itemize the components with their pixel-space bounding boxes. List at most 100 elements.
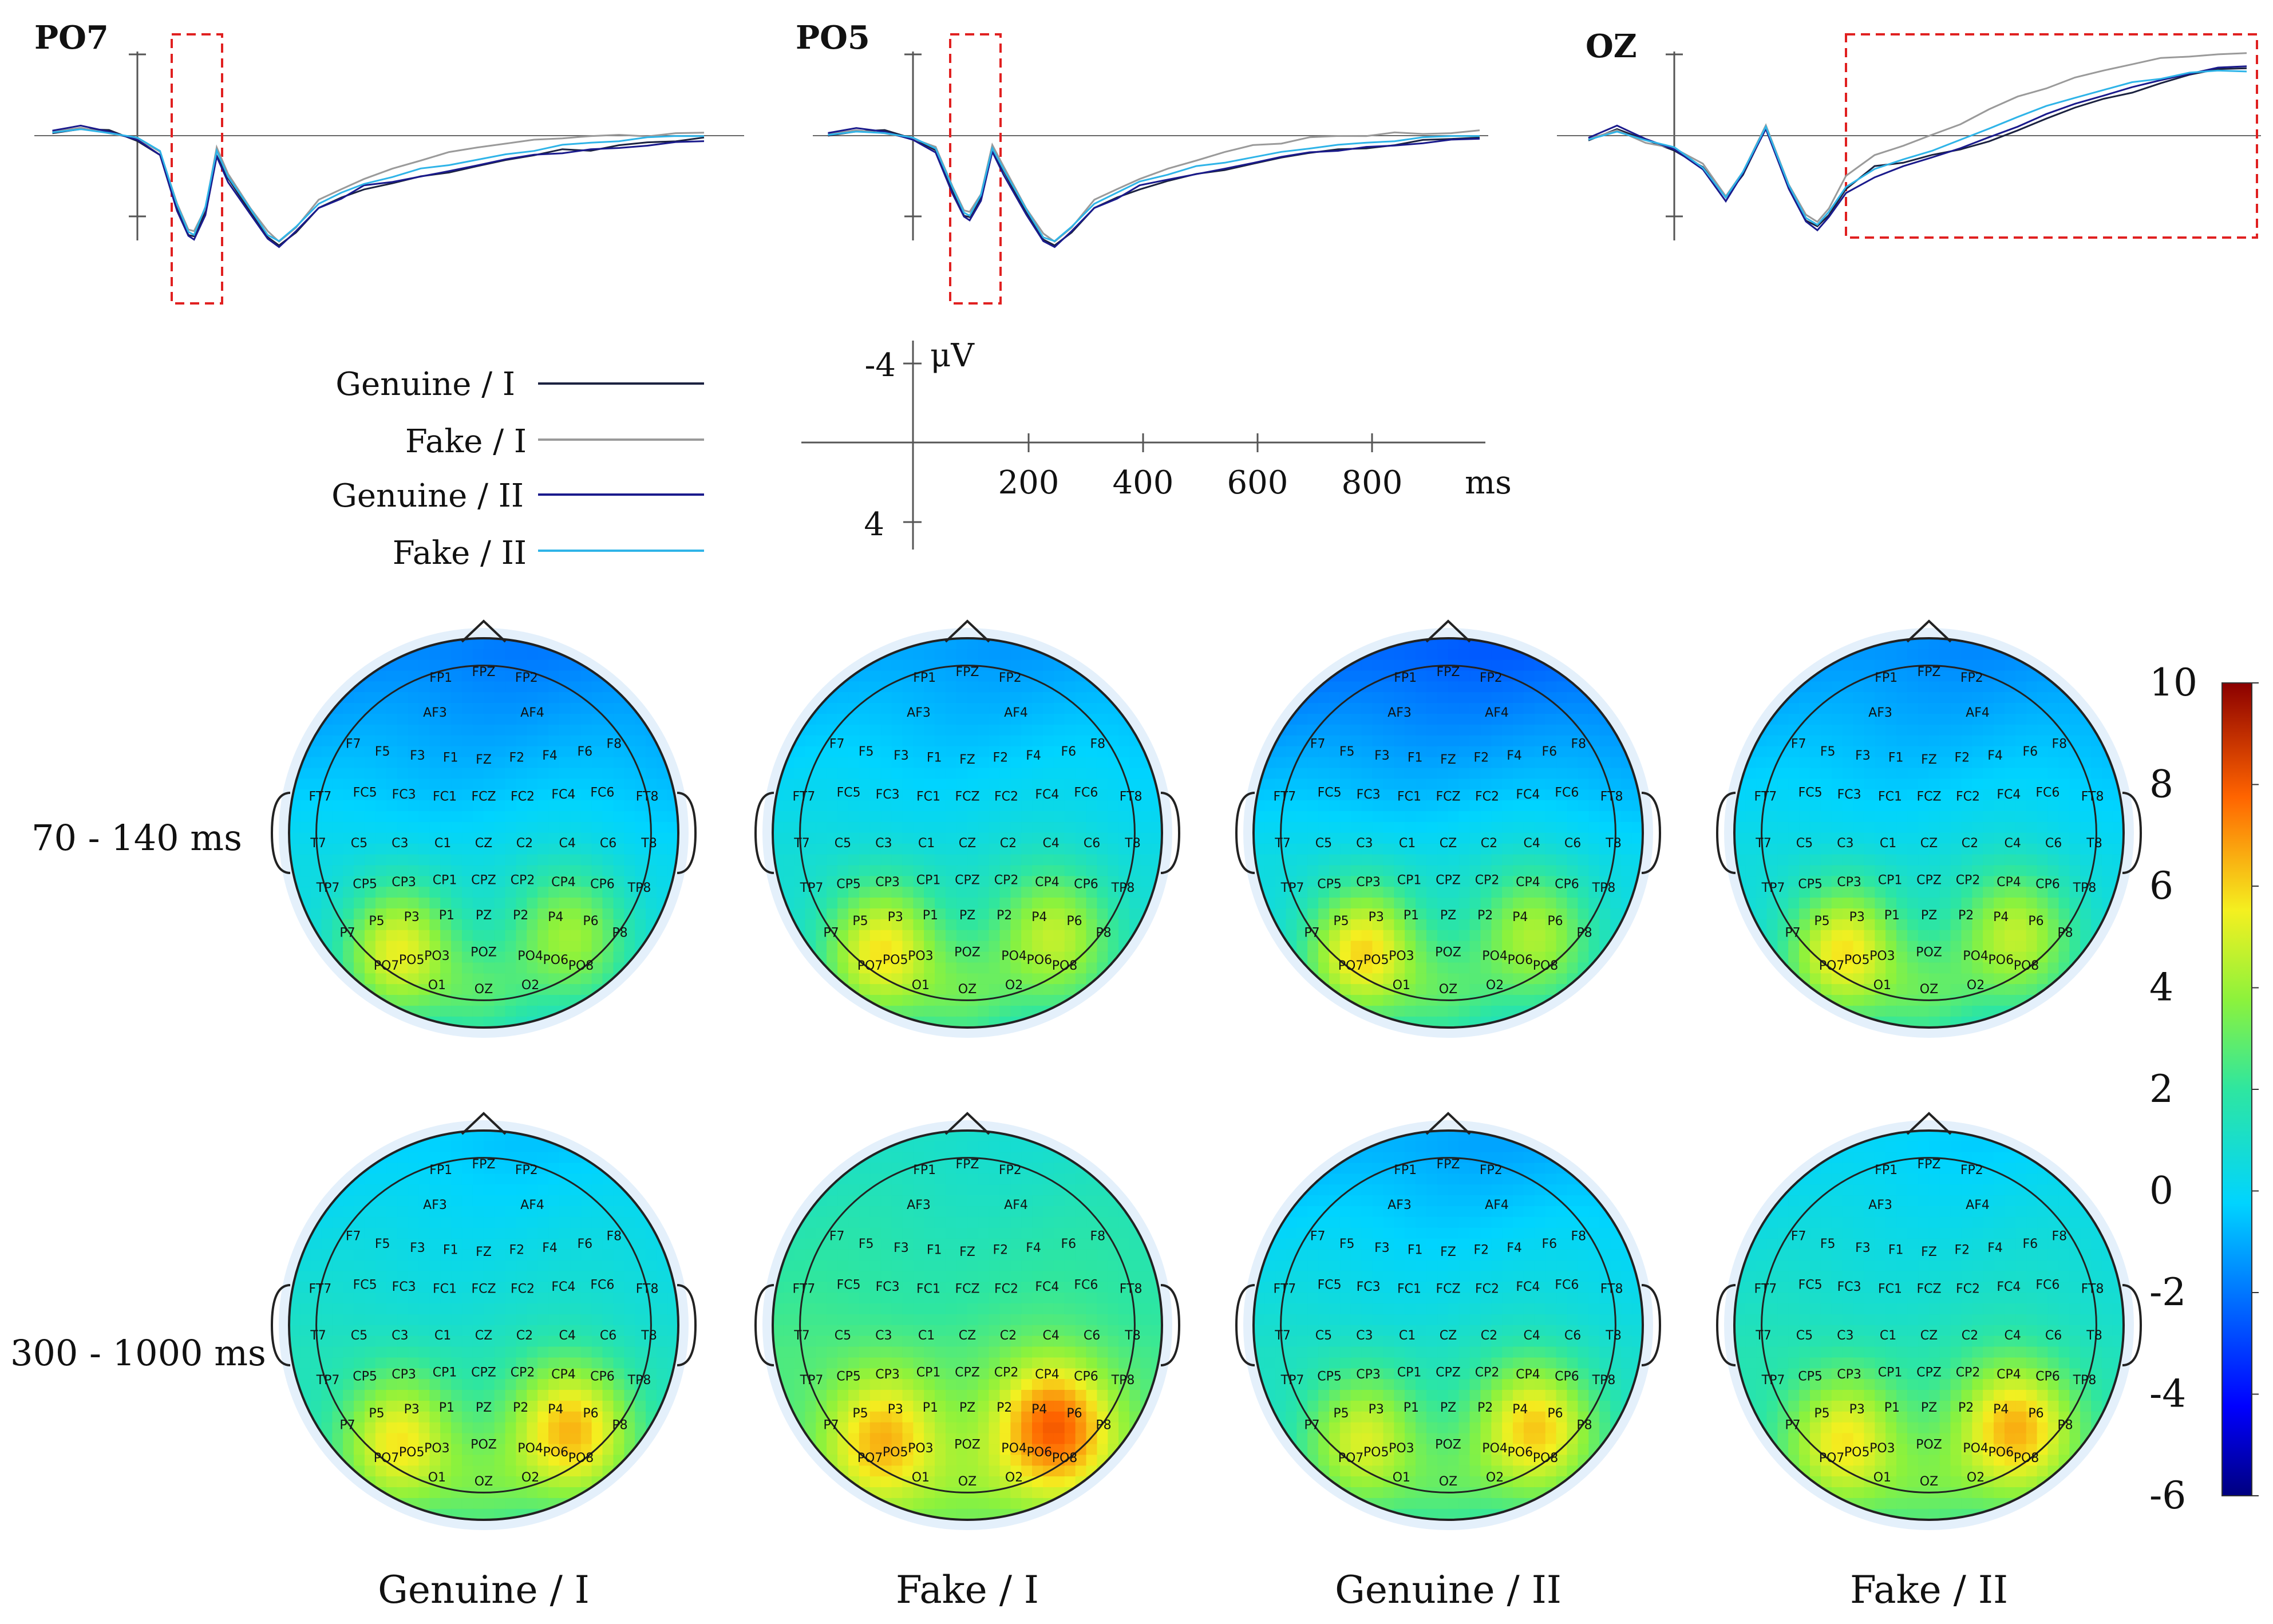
topomap-cell — [1307, 757, 1319, 769]
topomap-cell — [1983, 1005, 1995, 1018]
electrode-label: P4 — [1993, 910, 2009, 924]
electrode-label: FP1 — [913, 671, 936, 685]
topomap-cell — [1350, 703, 1362, 715]
topomap-cell — [397, 692, 409, 704]
topomap-cell — [1610, 811, 1622, 823]
topomap-cell — [2058, 768, 2070, 780]
topomap-cell — [418, 1141, 430, 1153]
topomap-cell — [1372, 843, 1384, 855]
topomap-cell — [1480, 811, 1492, 823]
topomap-cell — [1032, 768, 1044, 780]
row-label: 300 - 1000 ms — [10, 1332, 266, 1374]
topomap-cell — [902, 887, 914, 899]
topomap-cell — [1907, 930, 1919, 942]
topomap-cell — [902, 854, 914, 866]
topomap-cell — [967, 887, 979, 899]
topomap-cell — [548, 843, 560, 855]
electrode-label: C3 — [875, 836, 892, 851]
topomap-cell — [1480, 1005, 1492, 1018]
topomap-cell — [924, 821, 936, 834]
topomap-cell — [1534, 908, 1547, 920]
topomap-cell — [1097, 865, 1109, 877]
topomap-cell — [516, 1005, 528, 1018]
topomap-cell — [1788, 854, 1800, 866]
topomap-cell — [924, 1005, 936, 1018]
topomap-cell — [429, 854, 441, 866]
topomap-cell — [1329, 768, 1341, 780]
topomap-cell — [472, 703, 485, 715]
topomap-cell — [321, 724, 333, 737]
topomap-cell — [1021, 908, 1033, 920]
topomap-cell — [1928, 713, 1940, 726]
topomap-cell — [1469, 898, 1481, 910]
topomap-cell — [1578, 941, 1590, 953]
topomap-cell — [1513, 898, 1525, 910]
topomap-cell — [580, 713, 592, 726]
topomap-cell — [1264, 821, 1276, 834]
topomap-cell — [902, 681, 914, 693]
topomap-cell — [646, 898, 658, 910]
topomap-cell — [2101, 832, 2114, 844]
topomap-cell — [1534, 898, 1547, 910]
topomap-cell — [794, 746, 806, 758]
topomap-cell — [343, 908, 355, 920]
topomap-cell — [805, 821, 817, 834]
topomap-cell — [935, 887, 947, 899]
topomap-cell — [1864, 908, 1876, 920]
topomap-cell — [1480, 887, 1492, 899]
topomap-cell — [1448, 887, 1460, 899]
topomap-cell — [505, 1195, 517, 1207]
topomap-cell — [827, 713, 839, 726]
topomap-cell — [591, 821, 603, 834]
topomap-cell — [602, 941, 614, 953]
topomap-cell — [375, 779, 388, 791]
topomap-cell — [2069, 832, 2081, 844]
topomap-cell — [1458, 984, 1470, 996]
electrode-label: FCZ — [955, 789, 979, 804]
topomap-cell — [602, 1184, 614, 1196]
topomap-cell — [1275, 768, 1287, 780]
electrode-label: C1 — [918, 836, 935, 851]
topomap-cell — [967, 1005, 979, 1018]
topomap-cell — [537, 800, 550, 812]
topomap-cell — [1254, 821, 1265, 834]
topomap-cell — [1896, 692, 1908, 704]
topomap-cell — [1480, 962, 1492, 974]
topomap-cell — [967, 854, 979, 866]
topomap-cell — [869, 811, 881, 823]
topomap-cell — [408, 898, 420, 910]
topomap-cell — [1766, 724, 1778, 737]
topomap-cell — [343, 1195, 355, 1207]
topomap-cell — [869, 670, 881, 682]
topomap-cell — [537, 735, 550, 747]
topomap-cell — [1383, 768, 1395, 780]
electrode-label: CZ — [959, 836, 976, 851]
topomap-cell — [1129, 779, 1141, 791]
topomap-cell — [332, 768, 344, 780]
topomap-cell — [429, 1152, 441, 1164]
topomap-cell — [408, 1195, 420, 1207]
topomap-cell — [1842, 692, 1854, 704]
topomap-cell — [967, 649, 979, 661]
electrode-label: CP4 — [551, 875, 576, 890]
topomap-cell — [418, 919, 430, 931]
topomap-cell — [1972, 768, 1984, 780]
topomap-cell — [299, 768, 311, 780]
topomap-cell — [591, 724, 603, 737]
topomap-cell — [570, 768, 582, 780]
topomap-cell — [1383, 876, 1395, 888]
topomap-cell — [1032, 843, 1044, 855]
topomap-cell — [891, 800, 903, 812]
topomap-cell — [827, 757, 839, 769]
topomap-cell — [1545, 832, 1557, 844]
topomap-cell — [418, 930, 430, 942]
topomap-cell — [1578, 908, 1590, 920]
topomap-cell — [1042, 724, 1055, 737]
electrode-label: O2 — [1005, 978, 1023, 993]
topomap-cell — [364, 1216, 377, 1229]
topomap-cell — [461, 887, 474, 899]
topomap-cell — [999, 768, 1011, 780]
topomap-cell — [559, 995, 571, 1007]
topomap-cell — [461, 832, 474, 844]
topomap-cell — [1578, 811, 1590, 823]
